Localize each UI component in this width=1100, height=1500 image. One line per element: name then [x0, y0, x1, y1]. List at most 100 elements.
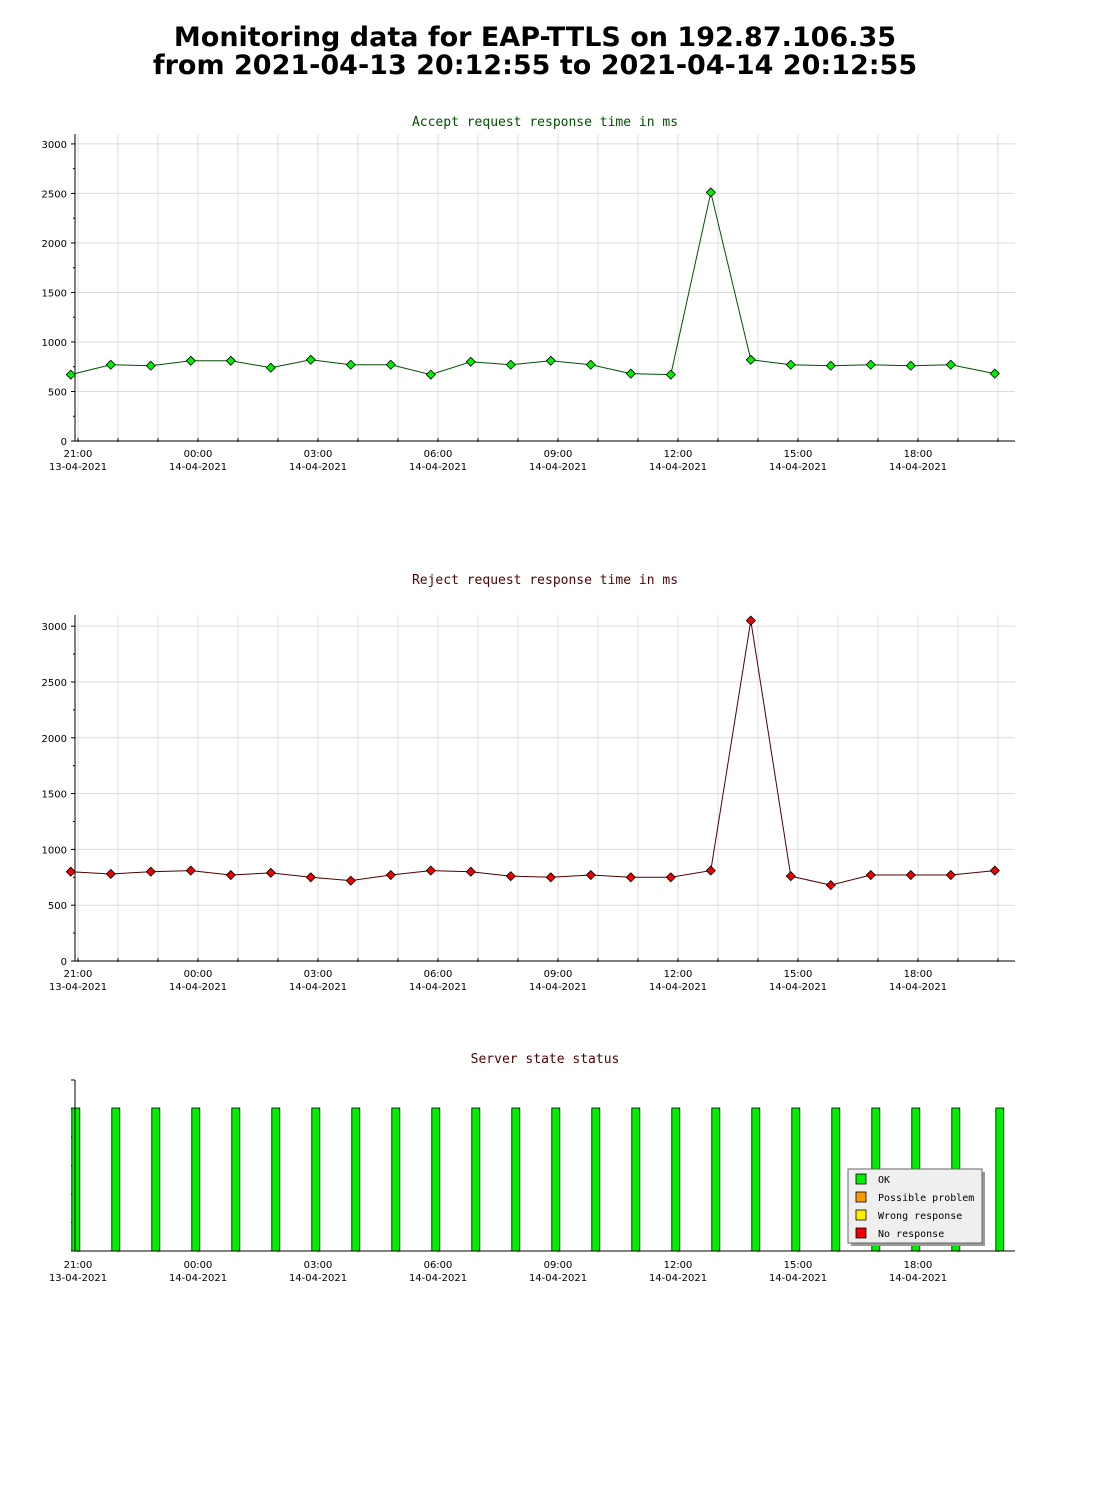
status-bar [71, 1107, 81, 1252]
data-point [385, 869, 396, 881]
x-tick-label-time: 15:00 [784, 1260, 813, 1271]
page-title-line-1: Monitoring data for EAP-TTLS on 192.87.1… [173, 22, 897, 53]
x-tick-label-date: 14-04-2021 [169, 1273, 227, 1284]
status-bar [591, 1107, 601, 1252]
x-tick-label-time: 21:00 [64, 449, 93, 460]
series-line [70, 620, 995, 886]
legend-swatch [855, 1209, 867, 1221]
x-tick-label-time: 15:00 [784, 969, 813, 980]
status-bar [671, 1107, 681, 1252]
data-point [825, 360, 836, 371]
y-tick-label: 1500 [42, 790, 67, 801]
x-tick-label-date: 14-04-2021 [409, 1273, 467, 1284]
x-tick-label-date: 14-04-2021 [889, 1273, 947, 1284]
status-bar [995, 1107, 1005, 1252]
y-tick-label: 2000 [42, 239, 67, 250]
status-bar [191, 1107, 201, 1252]
status-bar [471, 1107, 481, 1252]
data-point [105, 868, 116, 880]
x-tick-label-date: 14-04-2021 [889, 982, 947, 993]
legend-label: Wrong response [878, 1211, 962, 1222]
data-point [345, 359, 356, 370]
status-bar [711, 1107, 721, 1252]
x-tick-label-date: 14-04-2021 [649, 982, 707, 993]
data-point [545, 872, 556, 883]
data-point [65, 369, 76, 380]
x-tick-label-date: 14-04-2021 [289, 982, 347, 993]
status-bar [511, 1107, 521, 1252]
x-tick-label-date: 14-04-2021 [769, 982, 827, 993]
x-tick-label-time: 00:00 [184, 969, 213, 980]
y-tick-label: 1000 [42, 338, 67, 349]
data-point [185, 865, 196, 876]
status-bar [151, 1107, 161, 1252]
data-point [825, 880, 836, 891]
y-tick-label: 2500 [42, 678, 67, 689]
data-point [705, 187, 716, 198]
data-point [745, 354, 756, 365]
data-point [785, 871, 796, 882]
x-tick-label-time: 06:00 [424, 969, 453, 980]
data-point [989, 368, 1000, 379]
data-point [905, 869, 916, 881]
chart-title: Accept request response time in ms [412, 115, 678, 130]
x-tick-label-date: 14-04-2021 [169, 462, 227, 473]
status-bar [311, 1107, 321, 1252]
x-tick-label-time: 00:00 [184, 449, 213, 460]
legend-label: Possible problem [878, 1193, 974, 1204]
status-bar [431, 1107, 441, 1252]
data-point [105, 359, 116, 370]
x-tick-label-time: 12:00 [664, 1260, 693, 1271]
data-point [989, 865, 1000, 876]
x-tick-label-time: 18:00 [904, 449, 933, 460]
legend-swatch [855, 1173, 867, 1185]
x-tick-label-time: 03:00 [304, 1260, 333, 1271]
page-title-line-2: from 2021-04-13 20:12:55 to 2021-04-14 2… [152, 50, 918, 81]
x-tick-label-date: 14-04-2021 [889, 462, 947, 473]
x-tick-label-date: 14-04-2021 [169, 982, 227, 993]
status-bar [271, 1107, 281, 1252]
x-tick-label-time: 03:00 [304, 449, 333, 460]
data-point [625, 368, 636, 379]
x-tick-label-time: 09:00 [544, 969, 573, 980]
data-point [425, 865, 436, 876]
status-bar [551, 1107, 561, 1252]
data-point [945, 869, 956, 881]
x-tick-label-date: 13-04-2021 [49, 462, 107, 473]
y-tick-label: 1500 [42, 288, 67, 299]
data-point [625, 872, 636, 883]
x-tick-label-date: 14-04-2021 [529, 982, 587, 993]
data-point [505, 871, 516, 882]
x-tick-label-time: 21:00 [64, 1260, 93, 1271]
data-point [865, 359, 876, 370]
status-bar [631, 1107, 641, 1252]
data-point [585, 359, 596, 370]
status-bar [111, 1107, 121, 1252]
data-point [305, 872, 316, 883]
x-tick-label-time: 09:00 [544, 1260, 573, 1271]
data-point [505, 359, 516, 370]
data-point [945, 359, 956, 370]
data-point [345, 875, 356, 886]
data-point [465, 356, 476, 367]
chart-2: Reject request response time in ms 0 500 10… [42, 573, 1015, 993]
x-tick-label-time: 12:00 [664, 449, 693, 460]
legend-swatch [855, 1191, 867, 1203]
data-point [225, 869, 236, 881]
data-point [665, 369, 676, 380]
status-bar [831, 1107, 841, 1252]
x-tick-label-date: 14-04-2021 [529, 1273, 587, 1284]
x-tick-label-date: 14-04-2021 [409, 462, 467, 473]
chart-1: Accept request response time in ms 0 500 10… [42, 115, 1015, 473]
x-tick-label-time: 12:00 [664, 969, 693, 980]
y-tick-label: 1000 [42, 845, 67, 856]
status-bar [351, 1107, 361, 1252]
data-point [905, 360, 916, 371]
data-point [425, 369, 436, 380]
data-point [385, 359, 396, 370]
x-tick-label-time: 18:00 [904, 969, 933, 980]
chart-3: Server state status 21:00 13-04-2021 00:00 1… [49, 1052, 1015, 1284]
x-tick-label-time: 06:00 [424, 449, 453, 460]
x-tick-label-date: 13-04-2021 [49, 982, 107, 993]
chart-title: Server state status [471, 1052, 620, 1067]
